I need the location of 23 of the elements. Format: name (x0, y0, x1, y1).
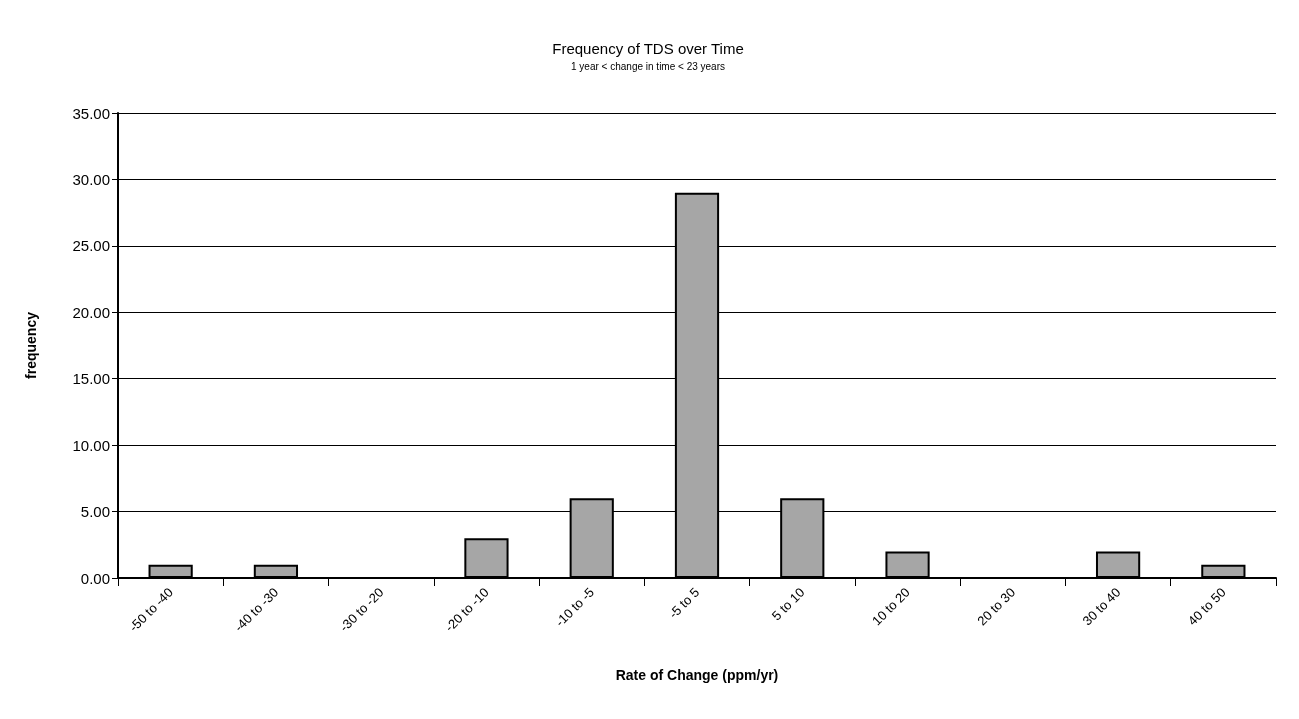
x-tick-label: -30 to -20 (336, 584, 387, 635)
y-tick-label: 20.00 (72, 303, 110, 321)
x-tick-label: -50 to -40 (126, 584, 176, 635)
x-axis-title: Rate of Change (ppm/yr) (615, 667, 779, 683)
y-tick-label: 5.00 (80, 503, 110, 521)
x-tick-label: 20 to 30 (974, 584, 1019, 629)
x-tick-label: 5 to 10 (768, 584, 808, 624)
x-tick-label: -5 to 5 (665, 584, 703, 622)
y-tick-label: 10.00 (72, 436, 110, 454)
chart-title: Frequency of TDS over Time (552, 40, 744, 57)
y-tick-label: 15.00 (72, 370, 110, 388)
x-tick-label: -10 to -5 (552, 584, 598, 630)
y-tick-label: 25.00 (72, 237, 110, 255)
y-tick-label: 35.00 (72, 104, 110, 122)
y-axis-title: frequency (23, 311, 39, 379)
x-tick-label: -20 to -10 (441, 584, 492, 635)
x-tick-label: -40 to -30 (231, 584, 282, 635)
x-tick-label: 30 to 40 (1079, 584, 1124, 629)
chart-subtitle: 1 year < change in time < 23 years (571, 60, 725, 72)
x-tick-label: 10 to 20 (869, 584, 913, 629)
y-tick-label: 0.00 (80, 569, 110, 587)
y-tick-label: 30.00 (72, 170, 110, 188)
x-tick-label: 40 to 50 (1184, 584, 1229, 629)
